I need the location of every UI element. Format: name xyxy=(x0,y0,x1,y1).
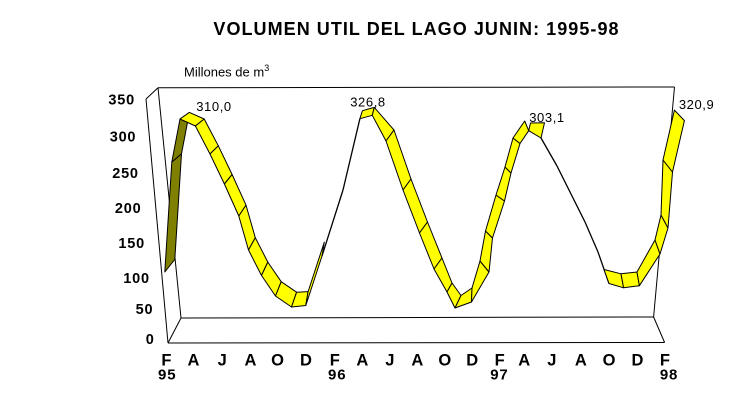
svg-text:F: F xyxy=(660,351,671,369)
svg-text:F: F xyxy=(495,351,506,369)
svg-text:95: 95 xyxy=(158,366,176,383)
svg-text:303,1: 303,1 xyxy=(529,110,565,125)
svg-text:A: A xyxy=(188,351,201,369)
svg-text:J: J xyxy=(385,351,395,369)
svg-text:D: D xyxy=(631,351,644,369)
svg-text:D: D xyxy=(466,351,479,369)
svg-text:97: 97 xyxy=(490,366,508,383)
svg-text:350: 350 xyxy=(108,92,135,108)
svg-text:A: A xyxy=(518,351,531,369)
svg-text:J: J xyxy=(218,351,228,369)
svg-text:A: A xyxy=(575,351,588,369)
svg-text:320,9: 320,9 xyxy=(679,97,715,112)
svg-text:F: F xyxy=(161,351,172,369)
svg-text:D: D xyxy=(300,351,313,369)
svg-text:96: 96 xyxy=(328,366,346,383)
svg-text:A: A xyxy=(244,351,257,369)
svg-text:200: 200 xyxy=(115,201,142,217)
svg-text:A: A xyxy=(356,351,369,369)
svg-text:O: O xyxy=(603,351,617,369)
svg-text:150: 150 xyxy=(118,236,145,252)
svg-text:0: 0 xyxy=(146,332,155,348)
svg-text:310,0: 310,0 xyxy=(196,99,232,114)
svg-text:A: A xyxy=(411,351,424,369)
svg-text:O: O xyxy=(438,351,452,369)
svg-text:326,8: 326,8 xyxy=(350,95,386,110)
svg-text:98: 98 xyxy=(660,366,678,383)
svg-text:250: 250 xyxy=(112,166,139,182)
svg-text:300: 300 xyxy=(110,130,137,146)
svg-text:50: 50 xyxy=(136,302,154,318)
svg-text:F: F xyxy=(330,351,341,369)
svg-text:J: J xyxy=(547,351,557,369)
svg-text:O: O xyxy=(271,351,285,369)
svg-text:100: 100 xyxy=(123,271,150,287)
